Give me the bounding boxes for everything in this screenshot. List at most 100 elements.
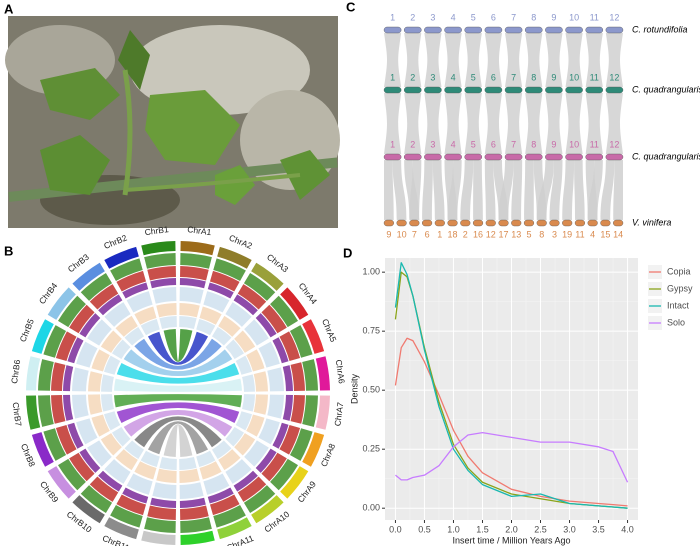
track [126, 473, 153, 495]
chromosome-bar [600, 219, 611, 227]
synteny-ribbon [525, 93, 543, 154]
chromosome-bar [403, 26, 422, 34]
synteny-ribbon [511, 160, 523, 220]
synteny-ribbon [404, 33, 422, 87]
track [122, 487, 149, 504]
chromosome-number: 9 [386, 229, 391, 239]
legend-label: Intact [667, 300, 690, 310]
synteny-ribbon [565, 93, 583, 154]
track [272, 422, 289, 449]
chromosome-bar [523, 219, 535, 227]
track [180, 266, 209, 281]
track [235, 355, 253, 375]
legend-label: Gypsy [667, 283, 693, 293]
track [80, 485, 113, 514]
chromosome-bar [504, 153, 523, 161]
track [179, 457, 197, 470]
track [272, 337, 289, 364]
synteny-ribbon [384, 160, 394, 220]
chromosome-bar [484, 153, 503, 161]
synteny-ribbon [525, 33, 543, 87]
track [282, 394, 293, 421]
chromosome-bar [444, 26, 462, 34]
track [179, 303, 200, 318]
track [43, 325, 67, 358]
chromosome-label: ChrB1 [144, 224, 169, 237]
chromosome-label: ChrB6 [9, 359, 22, 384]
chromosome-number: 4 [451, 72, 456, 82]
chromosome-bar [587, 219, 598, 227]
track [76, 418, 98, 445]
chromosome-bar [434, 219, 445, 227]
chromosome-bar [585, 153, 604, 161]
chromosome-arc [47, 466, 76, 499]
panel-label: A [4, 1, 14, 16]
track [150, 497, 177, 508]
track [225, 339, 245, 360]
synteny-ribbon [524, 160, 534, 220]
chromosome-bar [536, 219, 547, 227]
link-ribbon [114, 378, 242, 392]
track [261, 304, 287, 334]
chromosome-number: 3 [430, 12, 435, 22]
panel-label: D [343, 245, 352, 260]
chromosome-bar [565, 86, 583, 94]
species-label: V. vinifera [632, 217, 671, 227]
track [179, 482, 204, 499]
track [38, 395, 54, 427]
chromosome-bar [444, 153, 462, 161]
link-ribbon [134, 338, 222, 370]
chromosome-bar [383, 86, 402, 94]
chromosome-bar [511, 219, 522, 227]
track [270, 295, 299, 328]
chromosome-arc [72, 495, 105, 524]
chromosome-bar [444, 86, 462, 94]
chromosome-number: 12 [609, 12, 619, 22]
track [244, 440, 269, 467]
chromosome-bar [585, 26, 604, 34]
x-tick-label: 3.5 [592, 524, 605, 534]
chromosome-arc [31, 432, 54, 467]
chromosome-bar [464, 26, 483, 34]
chromosome-number: 1 [390, 139, 395, 149]
track [237, 284, 267, 310]
chromosome-bar [447, 219, 458, 227]
chromosome-bar [562, 219, 573, 227]
chromosome-number: 11 [590, 12, 599, 22]
chromosome-number: 1 [390, 72, 395, 82]
x-tick-label: 0.5 [418, 524, 431, 534]
track [116, 494, 147, 516]
chromosome-arc [280, 287, 309, 320]
chromosome-bar [460, 219, 471, 227]
track [134, 306, 157, 325]
track [101, 374, 114, 392]
track [270, 458, 299, 491]
chromosome-bar [396, 219, 407, 227]
chromosome-bar [585, 86, 604, 94]
chromosome-number: 5 [471, 139, 476, 149]
track [196, 450, 216, 468]
track [246, 349, 265, 372]
track [209, 494, 240, 516]
track [72, 367, 89, 392]
link-ribbon [116, 362, 240, 384]
track [111, 339, 131, 360]
chromosome-bar [524, 153, 543, 161]
track [156, 468, 177, 483]
chromosome-label: ChrA2 [228, 232, 254, 251]
chromosome-label: ChrA4 [297, 281, 320, 306]
chromosome-bar [403, 86, 422, 94]
chromosome-arc [180, 241, 215, 256]
track [302, 359, 318, 391]
chromosome-bar [484, 26, 503, 34]
chromosome-bar [504, 26, 523, 34]
chromosome-number: 6 [491, 12, 496, 22]
chromosome-label: ChrB3 [66, 252, 91, 275]
track [199, 306, 222, 325]
chromosome-bar [464, 153, 483, 161]
synteny-ribbon [565, 33, 583, 87]
synteny-ribbon [613, 160, 623, 220]
track [55, 424, 77, 455]
synteny-ribbon [574, 160, 585, 220]
synteny-ribbon [392, 160, 407, 220]
